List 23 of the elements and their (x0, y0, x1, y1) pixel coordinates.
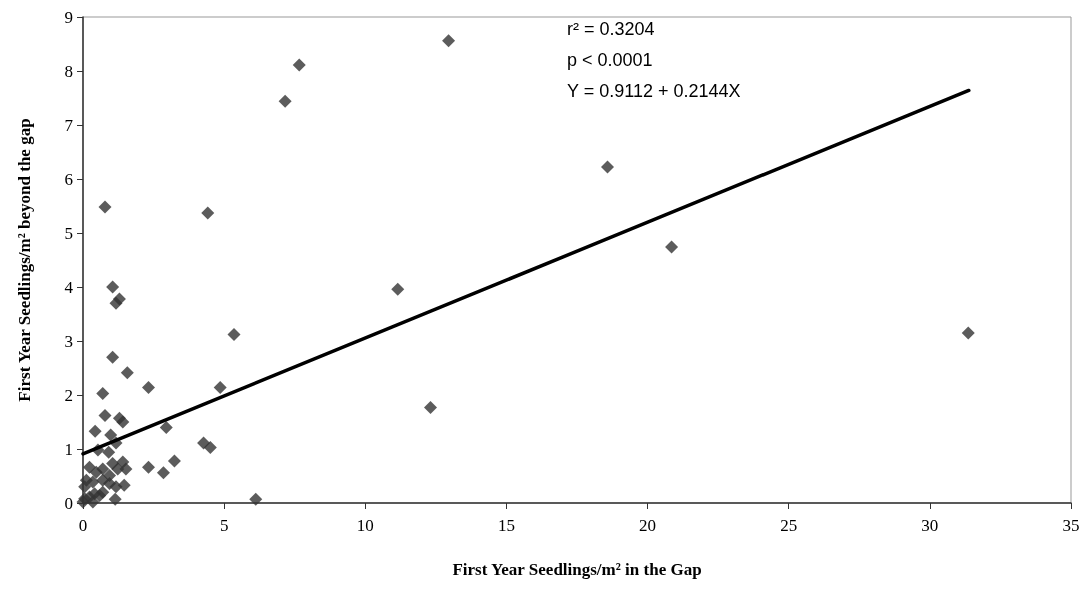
annotation: Y = 0.9112 + 0.2144X (567, 81, 741, 101)
y-tick-label: 2 (64, 385, 73, 405)
x-tick-label: 25 (780, 516, 798, 535)
y-tick-label: 7 (64, 115, 74, 135)
annotation: p < 0.0001 (567, 50, 653, 70)
y-axis-title: First Year Seedlings/m² beyond the gap (15, 118, 34, 402)
annotation: r² = 0.3204 (567, 19, 655, 39)
x-tick-label: 20 (639, 516, 657, 535)
y-tick-label: 1 (64, 439, 73, 459)
x-axis-title: First Year Seedlings/m² in the Gap (452, 560, 702, 579)
x-tick-label: 35 (1062, 516, 1080, 535)
x-tick-label: 5 (219, 516, 229, 535)
x-tick-label: 15 (497, 516, 515, 535)
x-tick-label: 0 (78, 516, 88, 535)
y-tick-label: 5 (64, 223, 73, 243)
y-tick-label: 8 (64, 61, 73, 81)
y-tick-label: 0 (64, 493, 73, 513)
y-tick-label: 3 (64, 331, 73, 351)
x-tick-label: 10 (356, 516, 374, 535)
y-tick-label: 4 (64, 277, 74, 297)
x-tick-label: 30 (921, 516, 939, 535)
y-tick-label: 9 (64, 7, 73, 27)
y-tick-label: 6 (64, 169, 73, 189)
